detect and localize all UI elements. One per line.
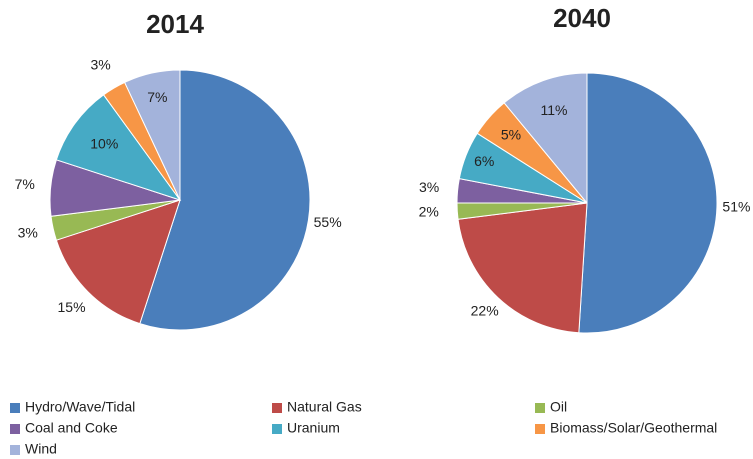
data-label: 11% bbox=[540, 102, 567, 118]
legend-swatch bbox=[535, 403, 545, 413]
data-label: 3% bbox=[90, 56, 110, 72]
pie-slice bbox=[55, 94, 182, 201]
legend-label: Uranium bbox=[287, 420, 340, 436]
data-label: 5% bbox=[501, 127, 521, 143]
legend-swatch bbox=[272, 403, 282, 413]
data-label: 7% bbox=[15, 176, 35, 192]
pie-slice bbox=[578, 72, 718, 334]
legend-swatch bbox=[535, 424, 545, 434]
data-label: 15% bbox=[58, 299, 86, 315]
chart-title: 2040 bbox=[553, 3, 611, 33]
legend-label: Oil bbox=[550, 399, 567, 415]
legend-label: Hydro/Wave/Tidal bbox=[25, 399, 135, 415]
pie-slice bbox=[457, 202, 588, 334]
data-label: 7% bbox=[147, 89, 167, 105]
legend-label: Coal and Coke bbox=[25, 420, 118, 436]
data-label: 10% bbox=[90, 136, 118, 152]
chart-title: 2014 bbox=[146, 9, 204, 39]
data-label: 22% bbox=[471, 303, 499, 319]
data-label: 3% bbox=[18, 225, 38, 241]
legend-swatch bbox=[10, 424, 20, 434]
pie-slice bbox=[123, 69, 181, 201]
data-label: 3% bbox=[419, 179, 439, 195]
data-label: 6% bbox=[474, 153, 494, 169]
pie-slice bbox=[503, 72, 588, 205]
data-label: 55% bbox=[314, 214, 342, 230]
legend-swatch bbox=[10, 403, 20, 413]
legend-label: Biomass/Solar/Geothermal bbox=[550, 420, 717, 436]
legend-swatch bbox=[272, 424, 282, 434]
legend-label: Natural Gas bbox=[287, 399, 362, 415]
data-label: 2% bbox=[419, 204, 439, 220]
data-label: 51% bbox=[722, 198, 750, 214]
legend-label: Wind bbox=[25, 441, 57, 457]
pie-slice bbox=[55, 199, 181, 325]
legend-swatch bbox=[10, 445, 20, 455]
pie-slice bbox=[139, 69, 311, 331]
